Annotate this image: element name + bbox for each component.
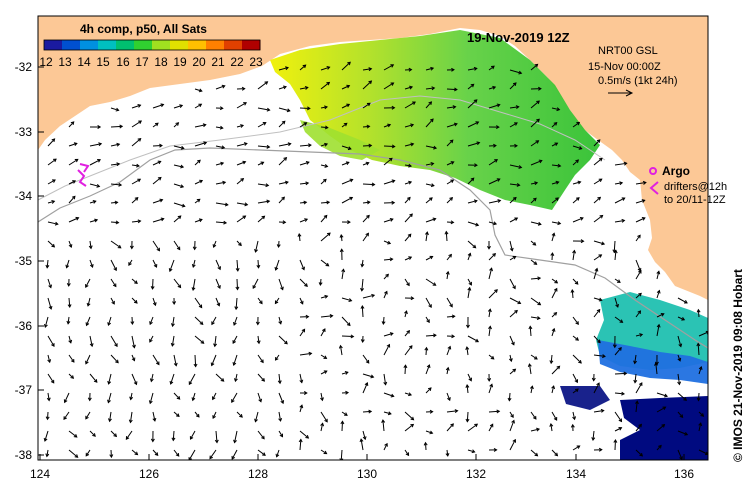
info-line-product: NRT00 GSL	[598, 45, 658, 57]
colorbar-swatch	[242, 40, 261, 50]
x-tick-label: 124	[30, 467, 50, 481]
x-tick-label: 126	[139, 467, 159, 481]
colorbar-swatch	[224, 40, 243, 50]
legend-argo: Argo	[662, 164, 690, 178]
colorbar-swatch	[188, 40, 207, 50]
x-tick-label: 130	[357, 467, 377, 481]
y-tick-label: -32	[15, 60, 33, 74]
y-axis: -32 -33 -34 -35 -36 -37 -38	[15, 60, 33, 462]
colorbar-tick: 12	[39, 55, 53, 69]
y-tick-label: -34	[15, 189, 33, 203]
colorbar-tick: 15	[96, 55, 110, 69]
colorbar-swatch	[98, 40, 117, 50]
y-tick-label: -35	[15, 254, 33, 268]
colorbar-swatch	[116, 40, 135, 50]
credit-text: © IMOS 21-Nov-2019 09:08 Hobart	[731, 269, 745, 462]
y-tick-label: -33	[15, 125, 33, 139]
colorbar-tick: 20	[192, 55, 206, 69]
colorbar-tick: 18	[154, 55, 168, 69]
colorbar-tick: 17	[135, 55, 149, 69]
colorbar-tick: 19	[173, 55, 187, 69]
colorbar-tick: 13	[58, 55, 72, 69]
x-tick-label: 128	[248, 467, 268, 481]
legend-drifters-line2: to 20/11-12Z	[664, 194, 726, 206]
colorbar-tick: 21	[211, 55, 225, 69]
colorbar-swatch	[206, 40, 225, 50]
info-line-date: 15-Nov 00:00Z	[588, 61, 661, 73]
colorbar-tick: 16	[116, 55, 130, 69]
x-axis: 124 126 128 130 132 134 136	[30, 467, 694, 481]
colorbar-swatch	[152, 40, 171, 50]
colorbar-tick: 23	[249, 55, 263, 69]
info-line-scale: 0.5m/s (1kt 24h)	[598, 75, 677, 87]
x-tick-label: 134	[566, 467, 586, 481]
x-tick-label: 132	[466, 467, 486, 481]
x-tick-label: 136	[674, 467, 694, 481]
colorbar-tick: 22	[230, 55, 244, 69]
legend-drifters-line1: drifters@12h	[664, 181, 727, 193]
colorbar-swatch	[44, 40, 63, 50]
y-tick-label: -37	[15, 383, 33, 397]
colorbar-tick: 14	[77, 55, 91, 69]
colorbar-swatch	[134, 40, 153, 50]
colorbar-label: 4h comp, p50, All Sats	[80, 22, 207, 36]
colorbar-swatch	[170, 40, 189, 50]
map-title: 19-Nov-2019 12Z	[467, 30, 570, 45]
colorbar-swatch	[80, 40, 99, 50]
colorbar-swatch	[62, 40, 81, 50]
y-tick-label: -36	[15, 319, 33, 333]
y-tick-label: -38	[15, 448, 33, 462]
